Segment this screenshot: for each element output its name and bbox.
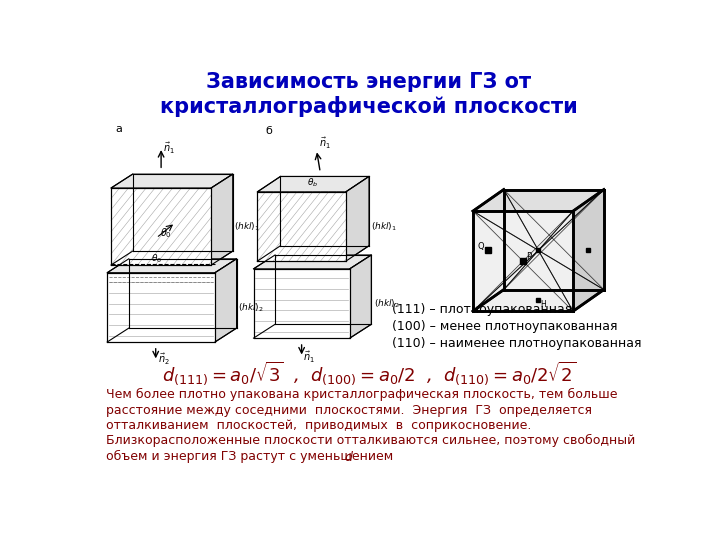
Text: P: P bbox=[526, 252, 531, 261]
Text: $\vec{n}_1$: $\vec{n}_1$ bbox=[319, 136, 330, 151]
Polygon shape bbox=[257, 177, 369, 192]
Text: расстояние между соседними  плоскостями.  Энергия  ГЗ  определяется: расстояние между соседними плоскостями. … bbox=[106, 403, 592, 416]
Text: (111) – плотноупакованная: (111) – плотноупакованная bbox=[392, 303, 572, 316]
Polygon shape bbox=[346, 177, 369, 261]
Polygon shape bbox=[573, 190, 604, 311]
Text: а: а bbox=[115, 124, 122, 134]
Text: $(hkl)_2$: $(hkl)_2$ bbox=[374, 297, 400, 310]
Text: (100) – менее плотноупакованная: (100) – менее плотноупакованная bbox=[392, 320, 618, 333]
Polygon shape bbox=[211, 174, 233, 265]
Text: $\vec{n}_2$: $\vec{n}_2$ bbox=[158, 352, 170, 367]
Text: $(hkl)_1$: $(hkl)_1$ bbox=[372, 220, 397, 233]
Text: $\theta_0$: $\theta_0$ bbox=[160, 226, 172, 240]
Text: $d$: $d$ bbox=[344, 450, 354, 464]
Polygon shape bbox=[473, 211, 573, 311]
Text: Близкорасположенные плоскости отталкиваются сильнее, поэтому свободный: Близкорасположенные плоскости отталкиваю… bbox=[106, 434, 635, 448]
Polygon shape bbox=[215, 259, 237, 342]
Text: Зависимость энергии ГЗ от
кристаллографической плоскости: Зависимость энергии ГЗ от кристаллографи… bbox=[160, 72, 578, 117]
Polygon shape bbox=[253, 255, 372, 269]
Polygon shape bbox=[473, 190, 604, 211]
Polygon shape bbox=[111, 174, 233, 188]
Polygon shape bbox=[257, 192, 346, 261]
Text: Q: Q bbox=[477, 242, 484, 251]
Text: $\vec{n}_1$: $\vec{n}_1$ bbox=[303, 350, 315, 365]
Text: $\theta_0$: $\theta_0$ bbox=[151, 252, 162, 265]
Text: объем и энергия ГЗ растут с уменьшением: объем и энергия ГЗ растут с уменьшением bbox=[106, 450, 397, 463]
Polygon shape bbox=[350, 255, 372, 338]
Text: $\theta_b$: $\theta_b$ bbox=[307, 177, 318, 189]
Text: б: б bbox=[265, 126, 272, 136]
Text: $\vec{n}_1$: $\vec{n}_1$ bbox=[163, 141, 175, 157]
Polygon shape bbox=[111, 188, 211, 265]
Text: (110) – наименее плотноупакованная: (110) – наименее плотноупакованная bbox=[392, 338, 642, 350]
Text: $d_{(111)} = a_0 / \sqrt{3}$  ,  $d_{(100)} = a_0 / 2$  ,  $d_{(110)} = a_0 / 2\: $d_{(111)} = a_0 / \sqrt{3}$ , $d_{(100)… bbox=[162, 359, 576, 387]
Polygon shape bbox=[253, 269, 350, 338]
Polygon shape bbox=[107, 259, 237, 273]
Text: Чем более плотно упакована кристаллографическая плоскость, тем больше: Чем более плотно упакована кристаллограф… bbox=[106, 388, 617, 401]
Text: H: H bbox=[540, 300, 546, 308]
Text: $(hkl)_2$: $(hkl)_2$ bbox=[238, 301, 264, 314]
Text: $(hkl)_1$: $(hkl)_1$ bbox=[234, 220, 260, 233]
Text: отталкиванием  плоскостей,  приводимых  в  соприкосновение.: отталкиванием плоскостей, приводимых в с… bbox=[106, 419, 531, 432]
Polygon shape bbox=[107, 273, 215, 342]
